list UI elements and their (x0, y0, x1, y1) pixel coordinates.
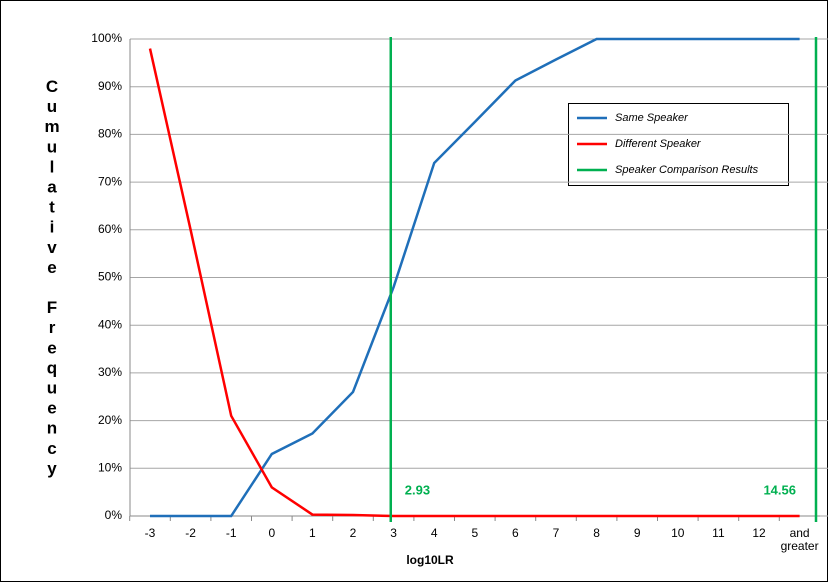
x-tick-label: 11 (712, 526, 725, 540)
x-tick-label: 12 (752, 526, 766, 540)
y-tick-label: 60% (98, 222, 122, 236)
x-axis-title: log10LR (406, 553, 454, 567)
legend-label: Different Speaker (615, 138, 702, 150)
x-tick-label: 7 (553, 526, 560, 540)
legend-label: Speaker Comparison Results (615, 164, 759, 176)
x-tick-label: -2 (185, 526, 196, 540)
y-tick-label: 10% (98, 460, 122, 474)
x-tick-label: -1 (226, 526, 237, 540)
marker-label: 14.56 (763, 482, 796, 497)
y-tick-label: 70% (98, 174, 122, 188)
x-tick-label: 9 (634, 526, 641, 540)
marker-label: 2.93 (405, 482, 430, 497)
x-tick-label: 2 (350, 526, 357, 540)
y-tick-label: 80% (98, 127, 122, 141)
series-line (150, 37, 800, 518)
y-tick-label: 20% (98, 413, 122, 427)
y-tick-label: 100% (91, 31, 122, 45)
x-tick-label: 4 (431, 526, 438, 540)
x-tick-label: 0 (268, 526, 275, 540)
y-tick-label: 90% (98, 79, 122, 93)
legend-label: Same Speaker (615, 112, 689, 124)
series-line (148, 48, 800, 518)
x-tick-label: 8 (593, 526, 600, 540)
y-tick-label: 50% (98, 270, 122, 284)
x-tick-label: 3 (390, 526, 397, 540)
y-tick-label: 40% (98, 317, 122, 331)
x-tick-label: and greater (781, 526, 819, 553)
x-tick-label: 10 (671, 526, 685, 540)
y-tick-label: 30% (98, 365, 122, 379)
y-tick-label: 0% (105, 508, 123, 522)
x-tick-label: 5 (471, 526, 478, 540)
x-tick-label: -3 (145, 526, 156, 540)
x-tick-label: 6 (512, 526, 519, 540)
x-tick-label: 1 (309, 526, 316, 540)
